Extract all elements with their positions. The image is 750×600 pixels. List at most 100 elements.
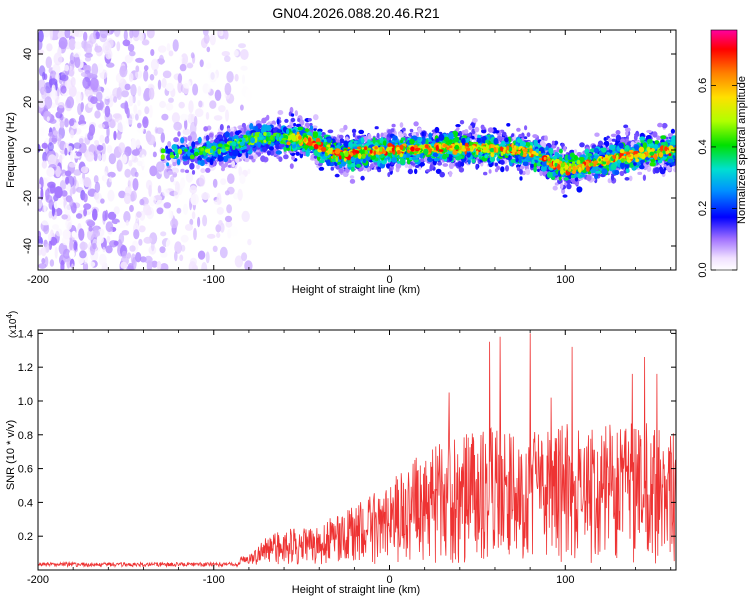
heatmap-cell [206,233,216,239]
heatmap-cell [551,140,555,145]
heatmap-cell [108,153,117,165]
heatmap-cell [569,149,575,154]
heatmap-cell [130,84,137,97]
heatmap-cell [615,134,622,142]
heatmap-cell [654,167,660,174]
heatmap-cell [670,128,676,134]
heatmap-cell [434,126,440,134]
heatmap-cell [216,192,222,205]
heatmap-cell [244,260,253,270]
heatmap-cell [428,132,433,140]
heatmap-cell [532,134,538,139]
heatmap-cell [192,83,199,96]
heatmap-cell [170,175,175,183]
heatmap-cell [437,161,443,166]
heatmap-cell [59,179,67,190]
heatmap-cell [221,163,227,169]
heatmap-cell [123,30,128,41]
heatmap-cell [218,220,223,226]
heatmap-cell [519,176,523,181]
heatmap-cell [290,117,296,123]
heatmap-cell [234,255,244,268]
heatmap-cell [85,151,95,162]
heatmap-cell [519,166,525,170]
heatmap-cell [149,104,153,118]
heatmap-cell [69,198,74,207]
heatmap-cell [505,165,509,172]
heatmap-cell [483,171,488,176]
heatmap-cell [96,63,104,74]
heatmap-cell [128,95,134,107]
heatmap-cell [312,125,318,129]
heatmap-cell [172,39,179,52]
heatmap-cell [78,138,84,144]
heatmap-cell [48,233,52,242]
heatmap-cell [214,89,222,102]
heatmap-cell [143,65,149,71]
heatmap-cell [193,115,198,127]
heatmap-cell [230,127,235,132]
heatmap-cell [73,241,78,251]
heatmap-cell [43,224,50,235]
heatmap-cell [88,261,96,268]
heatmap-cell [219,124,224,131]
heatmap-cell [448,162,454,169]
heatmap-cell [159,263,169,270]
heatmap-cell [196,164,200,170]
heatmap-cell [63,248,71,259]
heatmap-cell [224,82,232,96]
heatmap-cell [103,87,111,100]
heatmap-cell [146,134,156,146]
heatmap-cell [157,185,162,194]
heatmap-cell [207,84,211,93]
heatmap-cell [99,134,105,144]
heatmap-cell [556,146,560,153]
heatmap-cell [187,135,192,142]
heatmap-cell [206,46,211,53]
heatmap-cell [216,232,221,238]
heatmap-cell [611,138,616,142]
heatmap-cell [45,194,53,203]
heatmap-cell [399,134,404,138]
heatmap-cell [64,30,71,39]
heatmap-cell [657,122,663,128]
heatmap-cell [49,70,57,82]
heatmap-cell [201,192,210,201]
heatmap-cell [310,154,316,160]
heatmap-cell [79,177,84,185]
heatmap-cell [155,161,165,173]
chart-title: GN04.2026.088.20.46.R21 [272,5,440,21]
heatmap-cell [137,100,141,107]
heatmap-cell [166,43,171,52]
heatmap-cell [51,84,56,97]
heatmap-cell [234,73,239,82]
heatmap-cell [642,174,647,181]
heatmap-cell [266,114,270,121]
heatmap-cell [456,126,460,131]
heatmap-cell [109,176,112,183]
heatmap-cell [539,169,543,177]
heatmap-cell [203,33,210,44]
heatmap-cell [269,149,275,156]
heatmap-cell [182,80,192,89]
heatmap-cell [128,72,134,82]
heatmap-cell [241,210,250,222]
heatmap-cell [637,171,643,175]
heatmap-cell [120,261,128,269]
heatmap-cell [58,37,68,50]
heatmap-cell [41,160,48,169]
heatmap-cell [460,161,465,167]
heatmap-cell [135,139,141,149]
heatmap-cell [116,87,123,100]
heatmap-cell [252,154,258,160]
heatmap-cell [224,190,230,196]
heatmap-cell [133,104,138,115]
heatmap-cell [235,156,240,163]
heatmap-cell [188,100,194,114]
heatmap-cell [135,113,139,121]
heatmap-cell [180,244,186,252]
heatmap-cell [134,171,139,178]
heatmap-cell [205,62,212,69]
heatmap-cell [41,142,48,149]
heatmap-cell [240,49,249,60]
